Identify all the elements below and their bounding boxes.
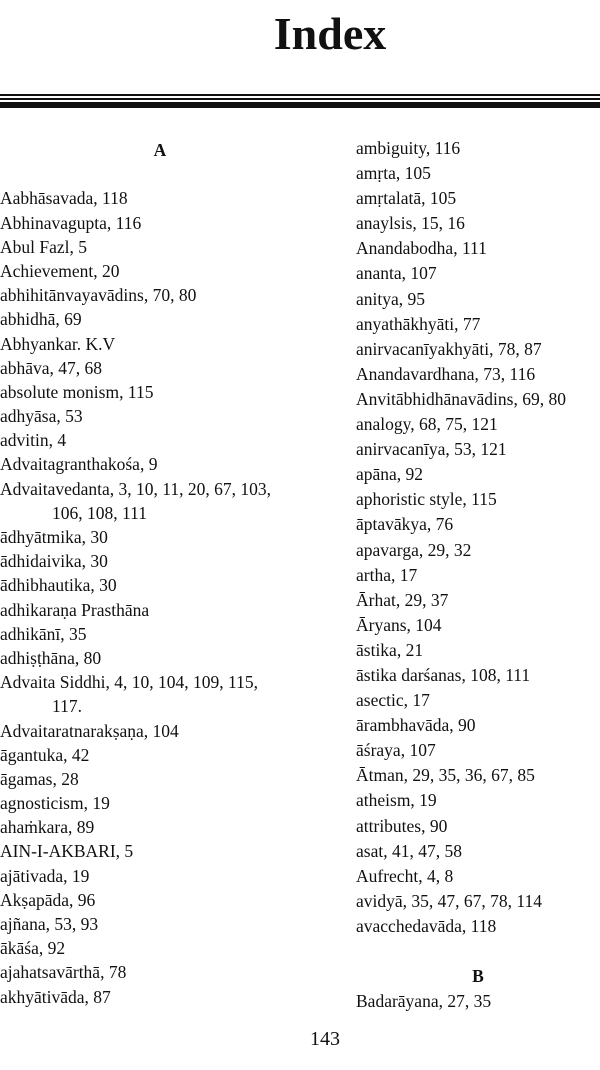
index-entry: ārambhavāda, 90 xyxy=(356,715,476,736)
index-entry: avidyā, 35, 47, 67, 78, 114 xyxy=(356,890,542,911)
header-rule-thick xyxy=(0,102,600,108)
index-entry: anitya, 95 xyxy=(356,288,426,309)
index-entry: Aufrecht, 4, 8 xyxy=(356,865,454,886)
index-column-left: A Aabhāsavada, 118 Abhinavagupta, 116 Abul … xyxy=(0,138,320,1009)
index-entry: Anvitābhidhānavādins, 69, 80 xyxy=(356,388,566,409)
index-entry: adhyāsa, 53 xyxy=(0,406,83,427)
index-entry: ādhyātmika, 30 xyxy=(0,527,108,547)
spacer xyxy=(0,162,320,186)
page-number: 143 xyxy=(310,1028,340,1050)
index-entry: Abhyankar. K.V xyxy=(0,333,116,354)
index-entry: analogy, 68, 75, 121 xyxy=(356,414,498,435)
index-entry: Ātman, 29, 35, 36, 67, 85 xyxy=(356,765,535,786)
index-entry: akhyātivāda, 87 xyxy=(0,986,111,1007)
section-letter-heading: A xyxy=(153,140,167,160)
index-entry: ananta, 107 xyxy=(356,263,437,284)
index-entry: adhiṣṭhāna, 80 xyxy=(0,647,102,668)
index-entry: Advaitavedanta, 3, 10, 11, 20, 67, 103, xyxy=(0,478,272,499)
index-entry: ākāśa, 92 xyxy=(0,938,66,959)
index-entry: Abhinavagupta, 116 xyxy=(0,212,142,233)
index-entry: artha, 17 xyxy=(356,564,418,585)
index-entry: apāna, 92 xyxy=(356,464,424,485)
index-entry: ādhidaivika, 30 xyxy=(0,551,108,572)
index-entry: attributes, 90 xyxy=(356,815,448,836)
index-entry: adhikānī, 35 xyxy=(0,623,87,644)
header-rule-thin-1 xyxy=(0,94,600,96)
index-entry: Anandavardhana, 73, 116 xyxy=(356,363,536,384)
index-entry: Advaita Siddhi, 4, 10, 104, 109, 115, xyxy=(0,672,258,693)
index-entry: avacchedavāda, 118 xyxy=(356,915,497,936)
index-entry: 106, 108, 111 xyxy=(52,502,147,523)
section-letter-heading: B xyxy=(472,966,484,987)
index-entry: anirvacanīyakhyāti, 78, 87 xyxy=(356,338,542,359)
index-entry: anaylsis, 15, 16 xyxy=(356,213,465,234)
index-entry: āstika darśanas, 108, 111 xyxy=(356,664,531,685)
index-entry: 117. xyxy=(52,696,82,717)
header-rule-thin-2 xyxy=(0,98,600,100)
index-entry: Akṣapāda, 96 xyxy=(0,889,96,910)
index-entry: apavarga, 29, 32 xyxy=(356,539,472,560)
index-entry: āptavākya, 76 xyxy=(356,514,454,535)
index-entry: ādhibhautika, 30 xyxy=(0,575,117,596)
index-column-right: ambiguity, 116 amṛta, 105 amṛtalatā, 105 an… xyxy=(356,136,600,1014)
index-entry: āgamas, 28 xyxy=(0,768,79,789)
index-entry: ambiguity, 116 xyxy=(356,138,461,158)
index-entry: abhāva, 47, 68 xyxy=(0,357,103,378)
index-entry: ajātivada, 19 xyxy=(0,865,90,886)
index-entry: Advaitaratnarakṣaṇa, 104 xyxy=(0,720,179,741)
index-entry: Abul Fazl, 5 xyxy=(0,236,88,257)
index-entry: agnosticism, 19 xyxy=(0,793,110,814)
index-entry: Ārhat, 29, 37 xyxy=(356,589,449,610)
index-entry: anirvacanīya, 53, 121 xyxy=(356,439,507,460)
index-entry: atheism, 19 xyxy=(356,790,437,811)
index-entry: Anandabodha, 111 xyxy=(356,238,487,259)
index-entry: Advaitagranthakośa, 9 xyxy=(0,454,158,475)
index-entry: anyathākhyāti, 77 xyxy=(356,313,481,334)
index-entry: Badarāyana, 27, 35 xyxy=(356,991,492,1012)
index-entry: aphoristic style, 115 xyxy=(356,489,497,510)
index-entry: asat, 41, 47, 58 xyxy=(356,840,462,861)
page-title: Index xyxy=(273,8,387,59)
index-entry: amṛtalatā, 105 xyxy=(356,188,457,209)
index-entry: ahaṁkara, 89 xyxy=(0,817,95,838)
index-entry: abhihitānvayavādins, 70, 80 xyxy=(0,285,197,306)
spacer xyxy=(356,939,600,964)
index-entry: āśraya, 107 xyxy=(356,740,436,761)
index-entry: Achievement, 20 xyxy=(0,260,120,281)
index-entry: ajñana, 53, 93 xyxy=(0,914,99,934)
index-entry: amṛta, 105 xyxy=(356,163,431,184)
index-entry: asectic, 17 xyxy=(356,690,430,711)
index-entry: Āryans, 104 xyxy=(356,614,442,635)
index-entry: adhikaraṇa Prasthāna xyxy=(0,599,150,620)
index-entry: advitin, 4 xyxy=(0,430,67,451)
index-entry: absolute monism, 115 xyxy=(0,381,154,402)
index-entry: āgantuka, 42 xyxy=(0,744,90,765)
index-entry: AIN-I-AKBARI, 5 xyxy=(0,841,134,862)
index-entry: ajahatsavārthā, 78 xyxy=(0,962,127,983)
index-entry: abhidhā, 69 xyxy=(0,309,82,330)
index-entry: Aabhāsavada, 118 xyxy=(0,188,128,209)
index-entry: āstika, 21 xyxy=(356,639,424,660)
